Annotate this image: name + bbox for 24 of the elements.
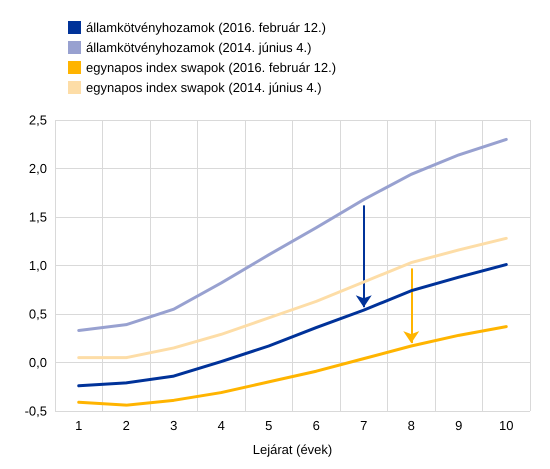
y-tick-label: 1,0	[28, 258, 47, 273]
y-tick-label: 2,0	[28, 161, 47, 176]
legend-label: államkötvényhozamok (2014. június 4.)	[86, 40, 312, 55]
x-tick-label: 5	[265, 418, 272, 433]
legend-label: egynapos index swapok (2014. június 4.)	[86, 80, 322, 95]
y-tick-label: 0,5	[28, 306, 47, 322]
y-tick-label: 1,5	[28, 210, 47, 224]
x-tick-label: 8	[408, 418, 415, 433]
x-tick-label: 3	[170, 418, 178, 433]
line-series	[77, 236, 508, 360]
y-tick-label: 0,0	[28, 355, 47, 370]
x-tick-label: 1	[75, 418, 82, 433]
x-tick-label: 9	[455, 418, 462, 433]
x-tick-label: 6	[312, 418, 320, 433]
x-axis-title: Lejárat (évek)	[252, 442, 332, 457]
legend-label: államkötvényhozamok (2016. február 12.)	[86, 20, 326, 35]
y-tick-label: 2,5	[28, 112, 47, 128]
x-tick-label: 2	[122, 418, 130, 433]
x-tick-label: 10	[499, 418, 514, 433]
legend-label: egynapos index swapok (2016. február 12.)	[86, 60, 336, 75]
y-tick-label: -0,5	[24, 404, 47, 418]
x-tick-label: 7	[360, 418, 368, 433]
line-series	[77, 138, 508, 332]
x-tick-label: 4	[218, 418, 225, 433]
